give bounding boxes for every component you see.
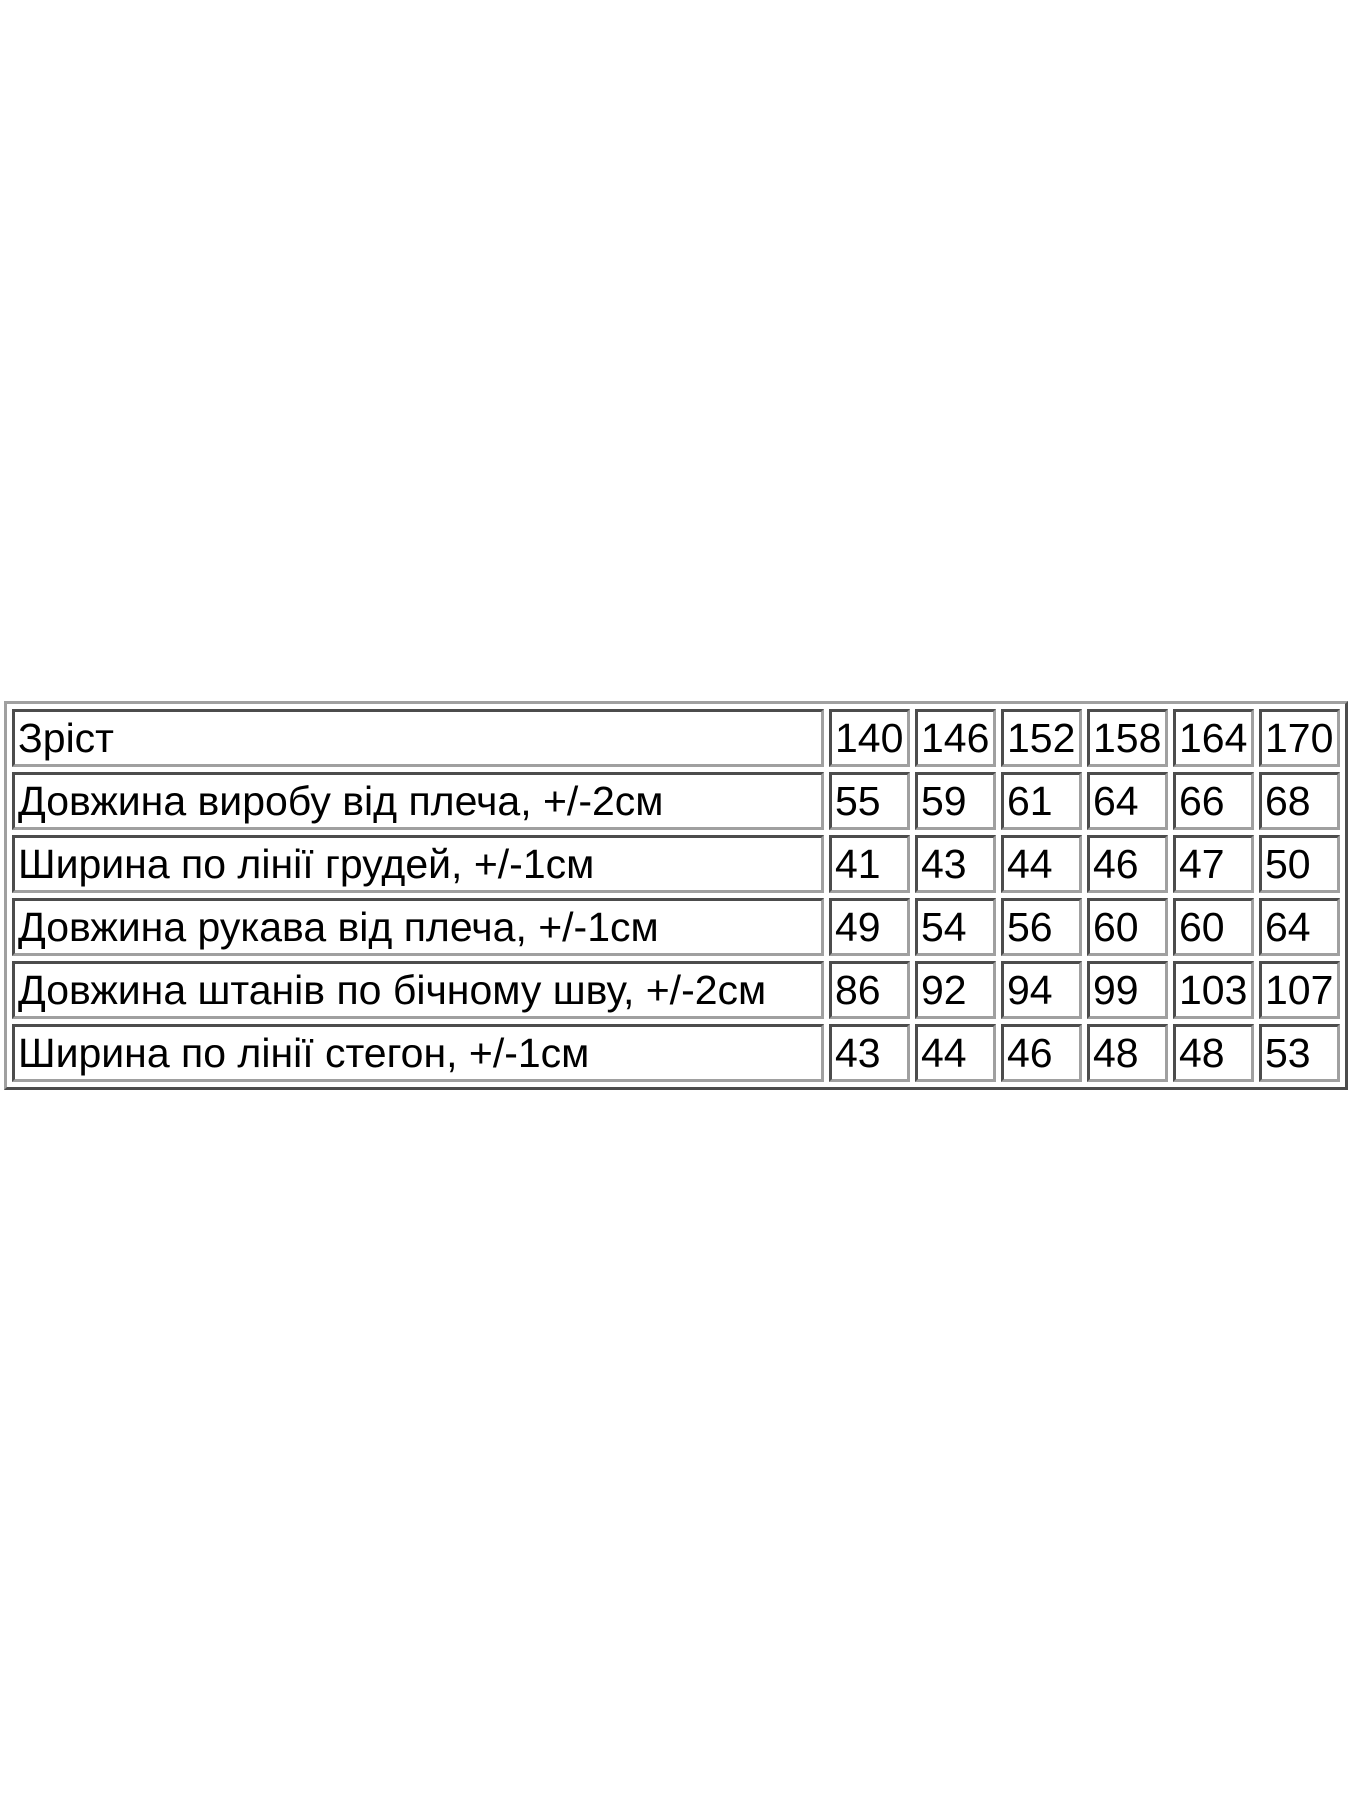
measurement-cell: 53 xyxy=(1259,1024,1340,1082)
measurement-cell: 107 xyxy=(1259,961,1340,1019)
table-row: Ширина по лінії грудей, +/-1см 41 43 44 46 47… xyxy=(12,835,1340,893)
measurement-cell: 46 xyxy=(1001,1024,1082,1082)
measurement-cell: 43 xyxy=(829,1024,910,1082)
measurement-cell: 59 xyxy=(915,772,996,830)
measurement-cell: 44 xyxy=(915,1024,996,1082)
table-row: Довжина рукава від плеча, +/-1см 49 54 56 60… xyxy=(12,898,1340,956)
measurement-cell: 64 xyxy=(1259,898,1340,956)
measurement-cell: 56 xyxy=(1001,898,1082,956)
height-header-cell: 164 xyxy=(1173,709,1254,767)
measurement-cell: 86 xyxy=(829,961,910,1019)
row-label: Довжина виробу від плеча, +/-2см xyxy=(12,772,824,830)
measurement-cell: 49 xyxy=(829,898,910,956)
measurement-cell: 60 xyxy=(1173,898,1254,956)
measurement-cell: 92 xyxy=(915,961,996,1019)
measurement-cell: 44 xyxy=(1001,835,1082,893)
row-label: Ширина по лінії грудей, +/-1см xyxy=(12,835,824,893)
table-row: Довжина виробу від плеча, +/-2см 55 59 61 64… xyxy=(12,772,1340,830)
measurement-cell: 43 xyxy=(915,835,996,893)
measurement-cell: 60 xyxy=(1087,898,1168,956)
measurement-cell: 66 xyxy=(1173,772,1254,830)
measurement-cell: 46 xyxy=(1087,835,1168,893)
table-row: Ширина по лінії стегон, +/-1см 43 44 46 48 48… xyxy=(12,1024,1340,1082)
size-chart-table: Зріст 140 146 152 158 164 170 Довжина виробу ві… xyxy=(4,701,1348,1090)
row-label: Зріст xyxy=(12,709,824,767)
measurement-cell: 99 xyxy=(1087,961,1168,1019)
measurement-cell: 41 xyxy=(829,835,910,893)
height-header-cell: 158 xyxy=(1087,709,1168,767)
height-header-cell: 140 xyxy=(829,709,910,767)
measurement-cell: 54 xyxy=(915,898,996,956)
measurement-cell: 68 xyxy=(1259,772,1340,830)
row-label: Ширина по лінії стегон, +/-1см xyxy=(12,1024,824,1082)
height-header-cell: 146 xyxy=(915,709,996,767)
measurement-cell: 103 xyxy=(1173,961,1254,1019)
height-header-cell: 152 xyxy=(1001,709,1082,767)
row-label: Довжина штанів по бічному шву, +/-2см xyxy=(12,961,824,1019)
measurement-cell: 55 xyxy=(829,772,910,830)
measurement-cell: 47 xyxy=(1173,835,1254,893)
measurement-cell: 48 xyxy=(1087,1024,1168,1082)
measurement-cell: 50 xyxy=(1259,835,1340,893)
measurement-cell: 94 xyxy=(1001,961,1082,1019)
header-row: Зріст 140 146 152 158 164 170 xyxy=(12,709,1340,767)
row-label: Довжина рукава від плеча, +/-1см xyxy=(12,898,824,956)
measurement-cell: 48 xyxy=(1173,1024,1254,1082)
measurement-cell: 64 xyxy=(1087,772,1168,830)
measurement-cell: 61 xyxy=(1001,772,1082,830)
height-header-cell: 170 xyxy=(1259,709,1340,767)
table-row: Довжина штанів по бічному шву, +/-2см 86 9… xyxy=(12,961,1340,1019)
